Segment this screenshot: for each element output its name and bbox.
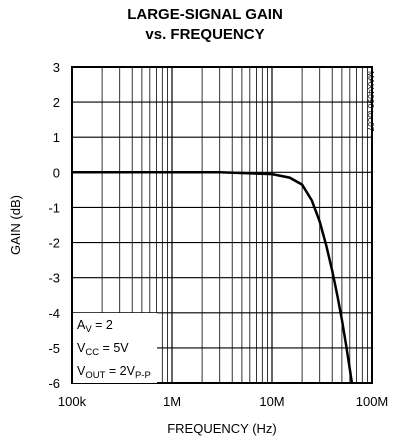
series-line [72,171,354,384]
y-tick-label: -1 [48,200,60,215]
plot-frame [71,66,373,384]
condition-line: VCC = 5V [77,341,129,358]
y-tick-label: -6 [48,376,60,391]
x-tick-label: 10M [259,394,284,409]
y-tick-label: 2 [53,95,60,110]
conditions-background [73,313,157,383]
y-tick-label: -5 [48,341,60,356]
y-tick-labels: 3 2 1 0 -1 -2 -3 -4 -5 -6 [48,60,60,391]
chart-title-line-2: vs. FREQUENCY [145,26,265,43]
y-tick-label: -2 [48,236,60,251]
x-tick-label: 100M [356,394,389,409]
y-tick-label: -3 [48,271,60,286]
x-tick-label: 1M [163,394,181,409]
y-tick-label: -4 [48,306,60,321]
y-tick-label: 3 [53,60,60,75]
y-tick-label: 1 [53,130,60,145]
y-axis-label: GAIN (dB) [8,195,23,255]
conditions-box: AV = 2 VCC = 5V VOUT = 2VP-P [73,313,157,383]
x-axis-label: FREQUENCY (Hz) [167,421,277,436]
x-tick-labels: 100k 1M 10M 100M [58,394,388,409]
plot-id-label: MAX4090 toc07 [366,71,376,132]
chart-title-line-1: LARGE-SIGNAL GAIN [127,6,283,23]
condition-line: AV = 2 [77,318,113,335]
condition-line: VOUT = 2VP-P [77,364,151,381]
y-tick-label: 0 [53,165,60,180]
x-tick-label: 100k [58,394,87,409]
